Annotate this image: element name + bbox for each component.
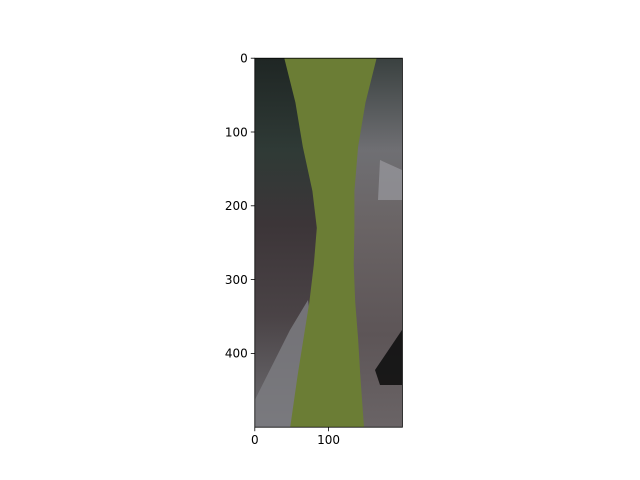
y-tick-label: 200 [225, 199, 248, 213]
y-axis: 0 100 200 300 400 [225, 52, 255, 361]
right-dark-corner [375, 330, 402, 385]
x-axis: 0 100 [251, 427, 340, 447]
y-tick-label: 300 [225, 273, 248, 287]
y-tick-label: 400 [225, 347, 248, 361]
right-light-streak [378, 160, 402, 200]
plot-area [254, 57, 403, 428]
y-tick-label: 0 [240, 52, 248, 66]
y-tick-label: 100 [225, 125, 248, 139]
road-mask-region [284, 58, 377, 428]
x-tick-label: 100 [317, 433, 340, 447]
x-tick-label: 0 [251, 433, 259, 447]
